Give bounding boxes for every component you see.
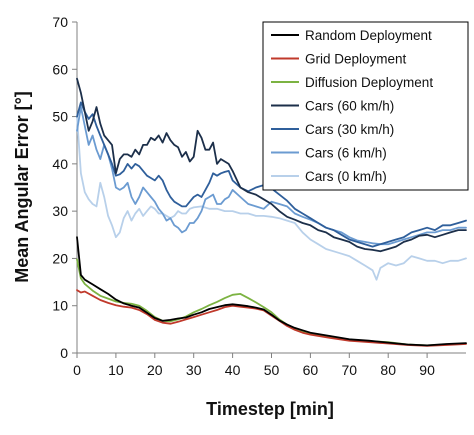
y-tick-label: 60 (52, 61, 68, 77)
series-lines (76, 77, 467, 347)
series-line-0 (76, 236, 467, 347)
x-tick-label: 0 (73, 362, 81, 378)
x-tick-label: 90 (419, 362, 435, 378)
y-tick-label: 20 (52, 250, 68, 266)
x-tick-label: 60 (303, 362, 319, 378)
y-tick-label: 10 (52, 298, 68, 314)
x-tick-label: 50 (264, 362, 280, 378)
series-line-4 (76, 101, 467, 248)
x-tick-label: 20 (147, 362, 163, 378)
legend-label-2: Diffusion Deployment (305, 75, 433, 90)
axes: 0 10 20 30 40 50 60 70 0 10 20 30 40 50 60 70 80 90 (52, 14, 466, 378)
y-tick-label: 50 (52, 109, 68, 125)
x-tick-label: 10 (108, 362, 124, 378)
series-line-2 (76, 258, 467, 347)
series-line-1 (76, 289, 467, 347)
series-line-3 (76, 77, 467, 253)
y-tick-label: 30 (52, 203, 68, 219)
x-tick-label: 40 (225, 362, 241, 378)
series-line-6 (76, 115, 467, 281)
legend-label-5: Cars (6 km/h) (305, 146, 387, 161)
legend-label-3: Cars (60 km/h) (305, 99, 394, 114)
x-tick-label: 30 (186, 362, 202, 378)
y-tick-label: 70 (52, 14, 68, 30)
x-axis-title: Timestep [min] (206, 399, 334, 419)
y-tick-label: 0 (60, 345, 68, 361)
legend-label-0: Random Deployment (305, 28, 432, 43)
x-tick-label: 80 (380, 362, 396, 378)
series-line-5 (76, 106, 467, 246)
legend-label-6: Cars (0 km/h) (305, 169, 387, 184)
legend-label-1: Grid Deployment (305, 52, 407, 67)
x-tick-label: 70 (342, 362, 358, 378)
y-axis-title: Mean Angular Error [°] (12, 91, 32, 283)
legend-label-4: Cars (30 km/h) (305, 122, 394, 137)
legend: Random Deployment Grid Deployment Diffusio… (262, 21, 469, 191)
y-tick-label: 40 (52, 156, 68, 172)
